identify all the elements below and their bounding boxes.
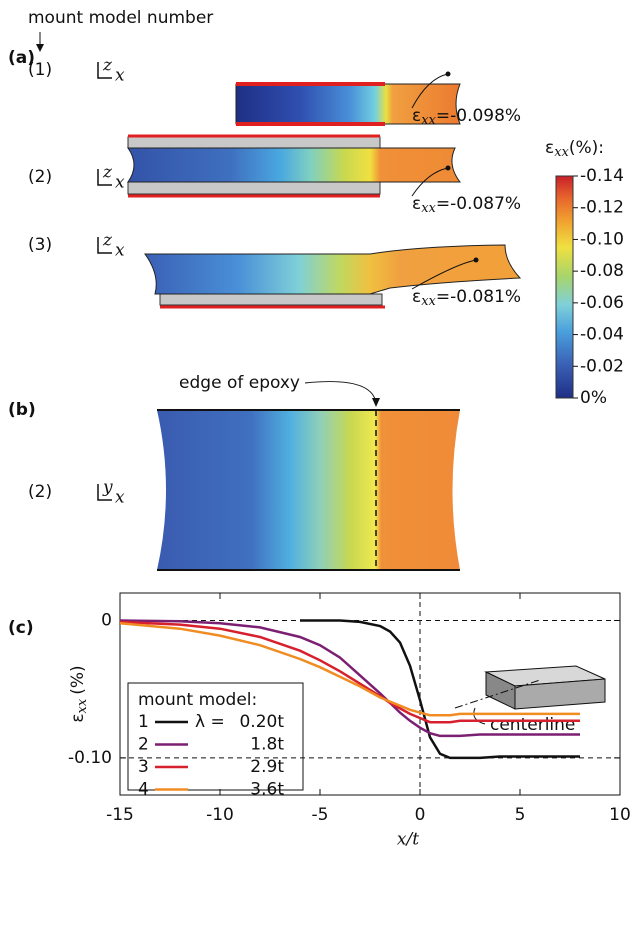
subscript: xx — [554, 145, 569, 160]
centerline — [454, 679, 541, 709]
axis-name: z — [102, 163, 113, 183]
mount-number: (3) — [28, 235, 52, 255]
symbol: ε — [412, 194, 421, 214]
annotation: εxx=-0.081% — [412, 287, 521, 309]
colorbar-tick-label: -0.12 — [580, 198, 624, 218]
y-tick-label: 0 — [101, 610, 112, 630]
colorbar-tick-label: -0.06 — [580, 293, 624, 313]
axis-name: z — [102, 56, 113, 76]
panel-label: (b) — [8, 400, 36, 420]
x-tick-label: -15 — [106, 805, 134, 825]
axis-glyph — [97, 169, 112, 186]
mount-number: (2) — [28, 167, 52, 187]
legend-label: 3 — [138, 757, 149, 777]
lambda-label: λ = — [195, 712, 225, 732]
annotation: εxx=-0.098% — [412, 106, 521, 128]
legend-label: 4 — [138, 780, 149, 800]
symbol: ε — [68, 713, 88, 722]
axis-glyph — [97, 62, 112, 79]
epoxy — [127, 181, 381, 195]
legend-lambda: 0.20t — [239, 712, 284, 732]
plot-frame — [119, 592, 621, 796]
x-tick-label: -10 — [206, 805, 234, 825]
subscript: xx — [421, 113, 436, 128]
epoxy — [159, 293, 383, 306]
leader — [473, 707, 486, 725]
unit: (%) — [68, 665, 88, 694]
axis-glyph — [97, 484, 112, 501]
value: =-0.087% — [436, 194, 521, 214]
x-tick-label: 5 — [515, 805, 526, 825]
y-tick-label: -0.10 — [68, 748, 112, 768]
panel-label: (a) — [8, 48, 35, 68]
leader — [304, 381, 377, 404]
y-axis-label: εxx (%) — [68, 665, 90, 722]
symbol: ε — [412, 106, 421, 126]
legend-lambda: 2.9t — [250, 757, 284, 777]
colorbar-tick-label: -0.08 — [580, 261, 624, 281]
strain-map — [144, 244, 522, 295]
mount-number: (1) — [28, 60, 52, 80]
arrow-head — [36, 44, 44, 52]
colorbar-tick-label: -0.10 — [580, 229, 624, 249]
annotation: εxx=-0.087% — [412, 194, 521, 216]
subscript: xx — [421, 294, 436, 309]
axis-name: z — [102, 231, 113, 251]
x-axis-label: x/t — [397, 830, 419, 850]
leader — [411, 259, 477, 290]
leader — [411, 167, 449, 197]
colorbar-tick-label: -0.02 — [580, 356, 624, 376]
value: =-0.081% — [436, 287, 521, 307]
subscript: xx — [75, 698, 90, 713]
unit: (%): — [569, 138, 604, 158]
colorbar-tick-label: -0.04 — [580, 325, 624, 345]
axis-name: x — [115, 66, 125, 86]
colorbar-tick-label: 0% — [580, 388, 607, 408]
inset-front — [514, 678, 606, 710]
strain-map — [235, 83, 461, 125]
epoxy — [127, 136, 381, 149]
mount-number: (2) — [28, 482, 52, 502]
line — [119, 621, 580, 717]
leader — [411, 73, 449, 109]
legend-label: 2 — [138, 735, 149, 755]
subscript: xx — [421, 201, 436, 216]
x-tick-label: 0 — [415, 805, 426, 825]
legend-lambda: 3.6t — [250, 780, 284, 800]
arrow-head — [372, 398, 380, 407]
axis-name: x — [115, 173, 125, 193]
legend-title: mount model: — [138, 690, 257, 710]
symbol: ε — [412, 287, 421, 307]
axis-name: x — [115, 488, 125, 508]
inset-label: centerline — [490, 715, 575, 735]
annotation: edge of epoxy — [179, 373, 300, 393]
strain-map — [127, 147, 462, 183]
colorbar — [555, 175, 574, 399]
colorbar-title: εxx(%): — [545, 138, 604, 160]
panel-label: (c) — [8, 618, 34, 638]
line — [119, 620, 580, 724]
line — [119, 619, 580, 738]
value: =-0.098% — [436, 106, 521, 126]
colorbar-tick-label: -0.14 — [580, 166, 624, 186]
x-tick-label: 10 — [609, 805, 631, 825]
legend-lambda: 1.8t — [250, 735, 284, 755]
axis-glyph — [97, 237, 112, 254]
header: mount model number — [28, 8, 213, 28]
symbol: ε — [545, 138, 554, 158]
axis-name: y — [102, 478, 113, 498]
x-tick-label: -5 — [312, 805, 329, 825]
legend-label: 1 — [138, 712, 149, 732]
legend — [127, 682, 304, 791]
axis-name: x — [115, 241, 125, 261]
strain-map — [157, 410, 460, 570]
